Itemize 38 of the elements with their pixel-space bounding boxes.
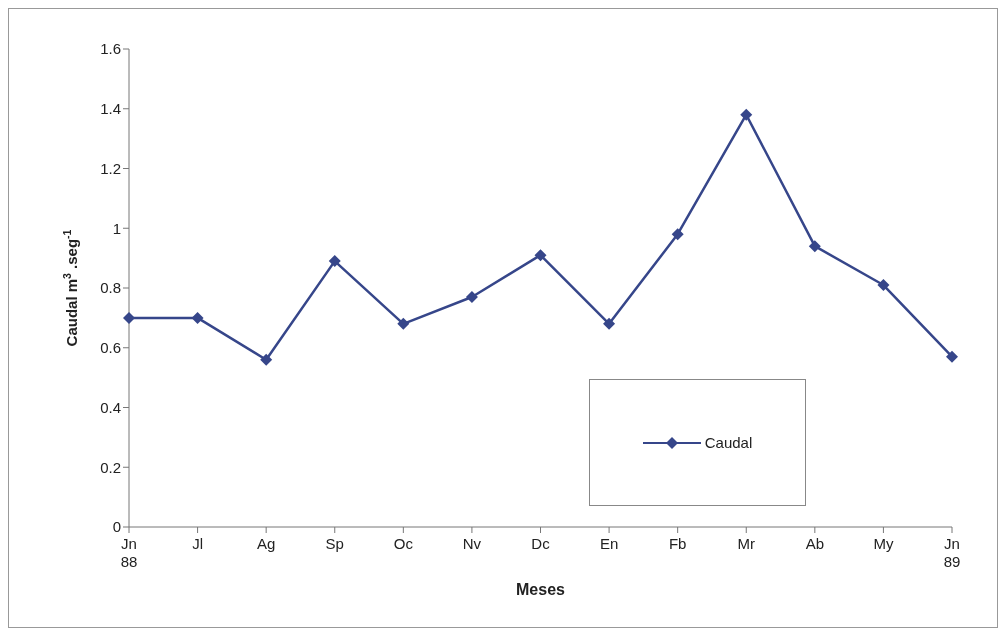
point (946, 350, 958, 363)
point (603, 317, 616, 330)
x-tick-label: Jl (192, 535, 204, 552)
x-tick-label: Jn 89 (943, 535, 961, 570)
point (123, 311, 135, 324)
x-axis-title: Meses (516, 581, 566, 598)
y-tick-label: 0.2 (100, 458, 121, 476)
point (397, 317, 410, 330)
legend-label: Caudal (704, 434, 753, 451)
point (260, 353, 273, 366)
point (328, 255, 341, 268)
y-tick-label: 1.6 (100, 40, 121, 58)
x-tick-label: Sp (325, 535, 344, 552)
point (671, 228, 684, 241)
x-tick-label: Jn 88 (120, 535, 138, 570)
y-tick-label: 0.6 (100, 339, 121, 357)
point (534, 249, 547, 262)
x-tick-label: Fb (668, 535, 687, 552)
x-tick-label: Oc (393, 535, 414, 552)
x-tick-label: My (873, 535, 894, 552)
x-tick-label: Ag (256, 535, 276, 552)
y-tick-label: 1 (112, 219, 121, 237)
y-tick-label: 1.2 (100, 159, 121, 177)
x-tick-label: Mr (737, 535, 755, 552)
y-tick-label: 0 (112, 518, 121, 536)
y-tick-label: 1.4 (100, 100, 121, 118)
point (877, 279, 890, 292)
point (465, 290, 478, 303)
point (808, 240, 821, 253)
x-tick-label: Ab (805, 535, 825, 552)
x-tick-label: En (599, 535, 619, 552)
y-tick-label: 0.8 (100, 279, 121, 297)
point (191, 311, 204, 324)
point (740, 108, 753, 121)
x-tick-label: Dc (531, 535, 551, 552)
y-tick-label: 0.4 (100, 398, 121, 416)
legend-frame: Caudal (589, 379, 806, 506)
x-tick-label: Nv (462, 535, 482, 552)
